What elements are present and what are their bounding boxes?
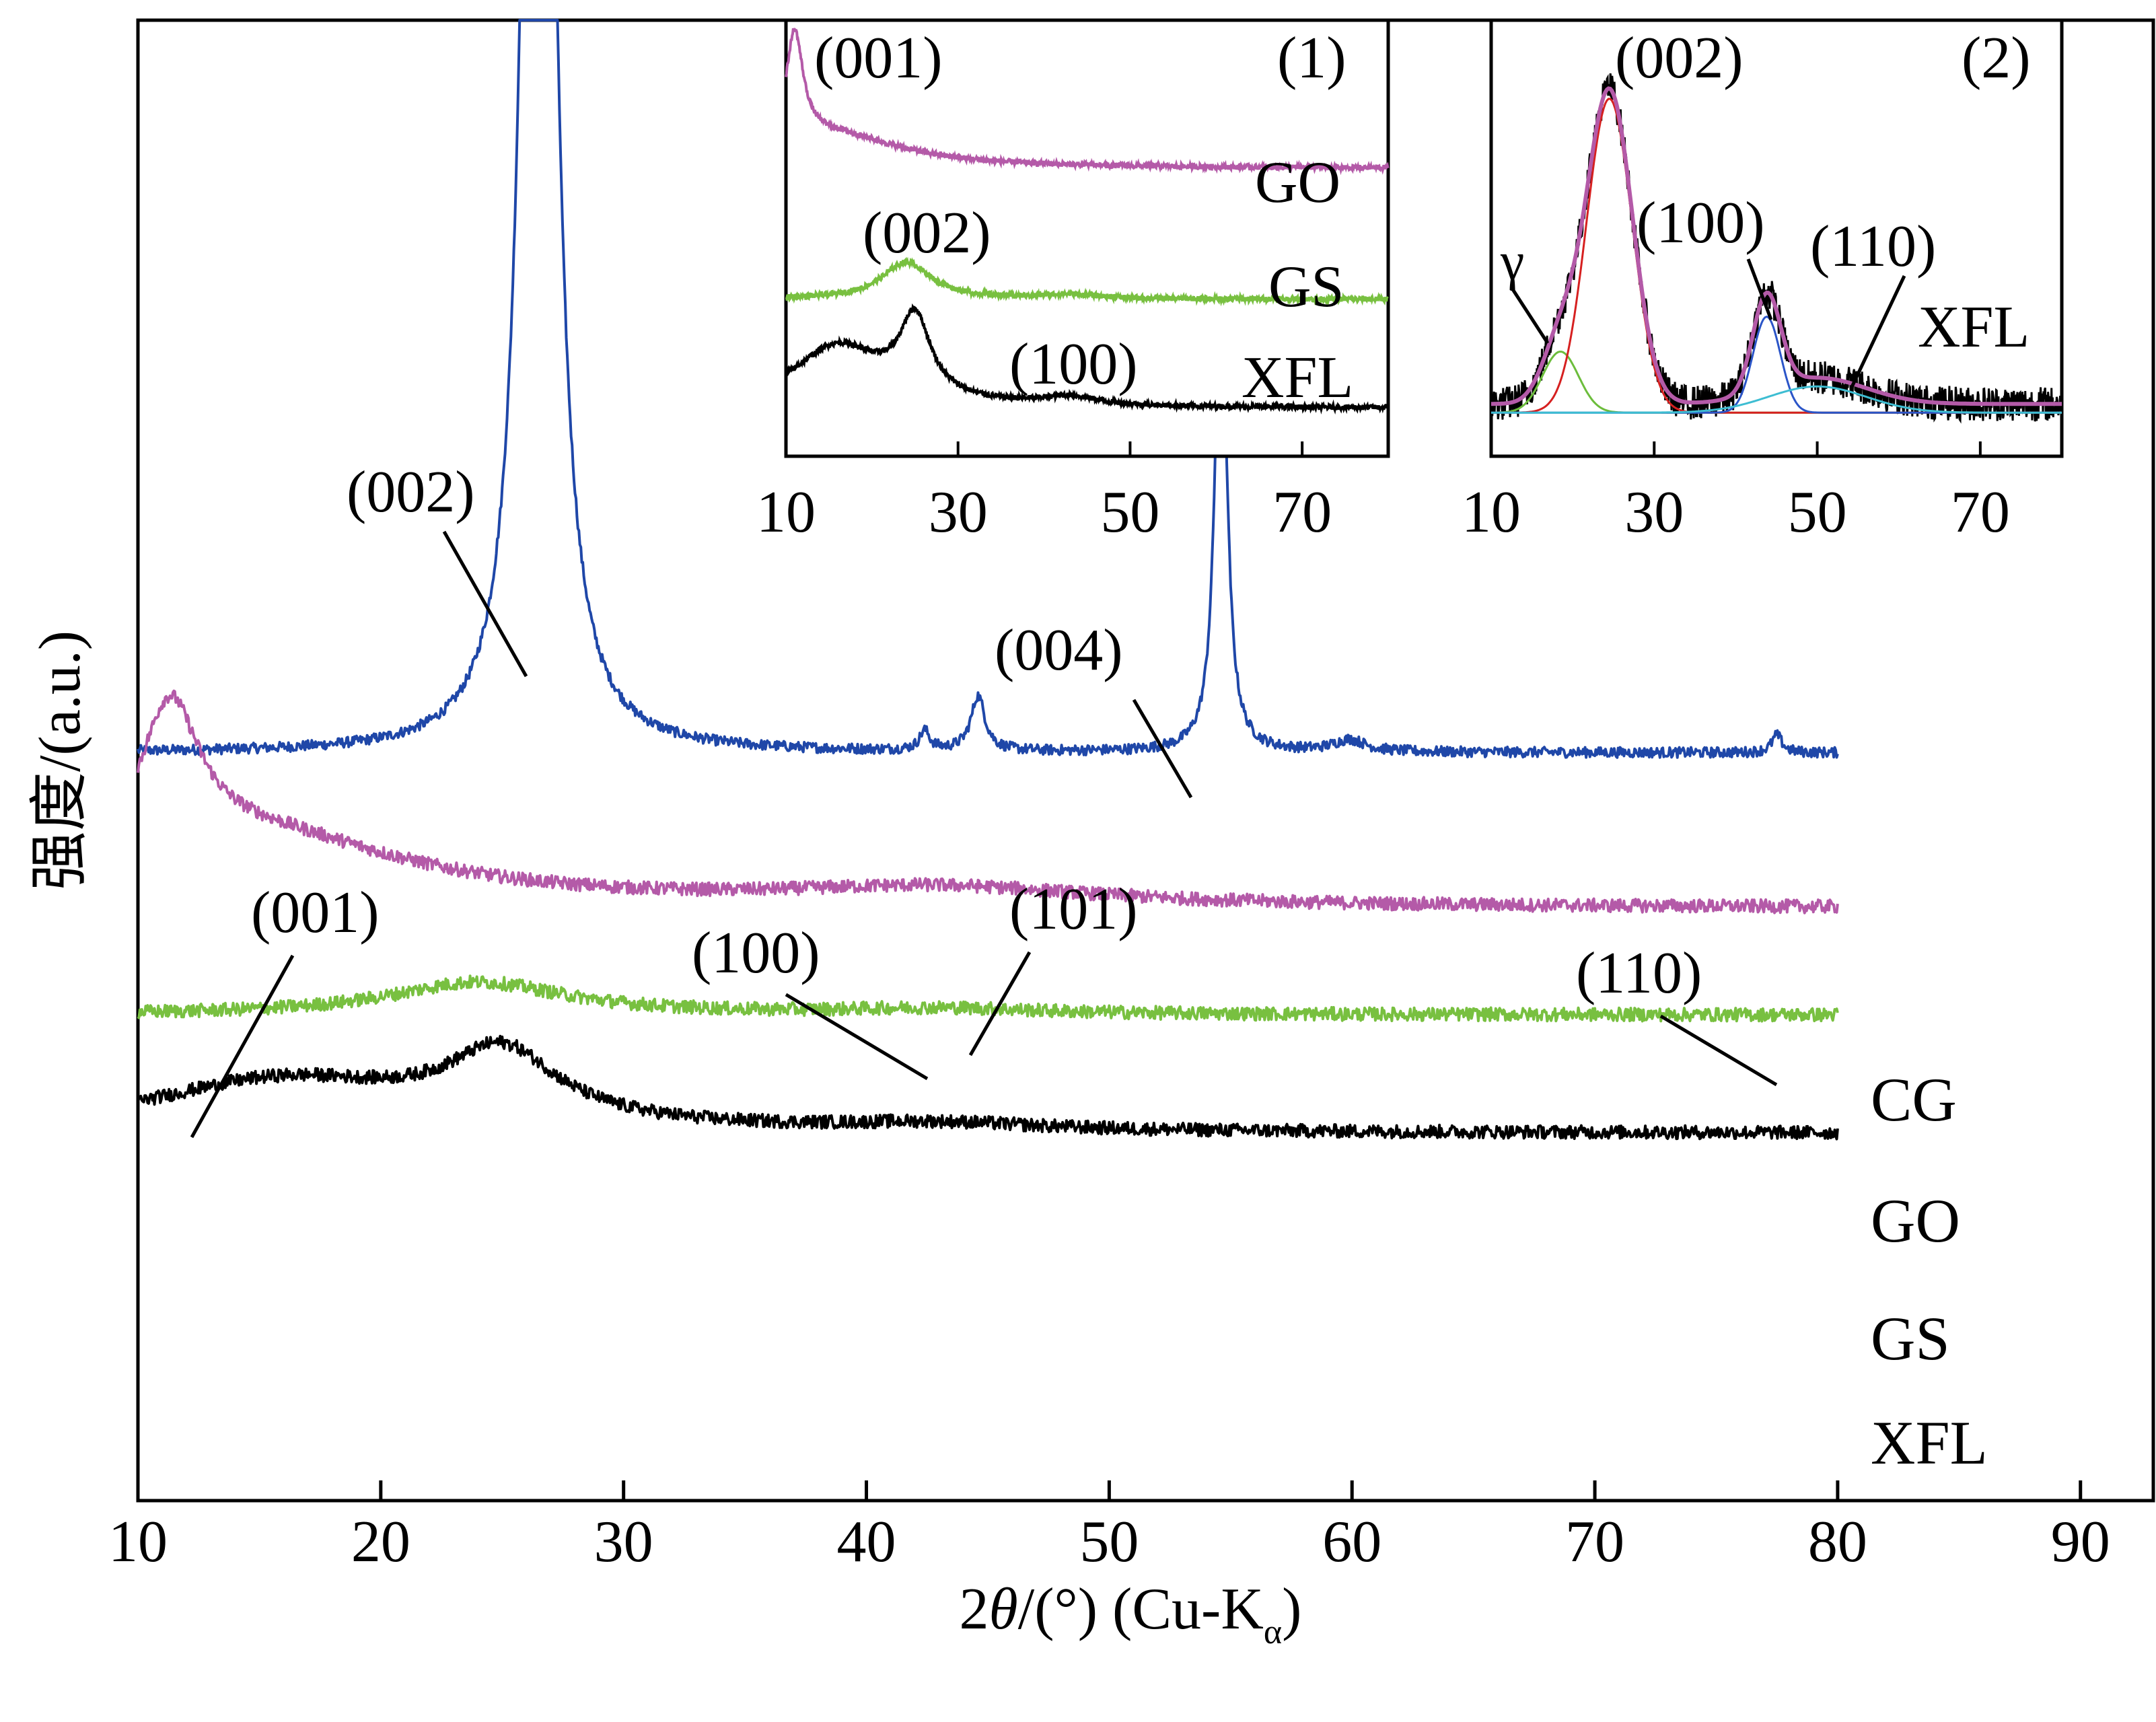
- inset2-x-tick-label: 10: [1462, 480, 1521, 545]
- inset1-annotation-100: (100): [1009, 332, 1138, 397]
- leader-110: [1659, 1014, 1778, 1087]
- inset2-label-xfl: XFL: [1918, 295, 2029, 360]
- main-x-tick-labels: 10 20 30 40 50 60 70 80 90: [108, 1509, 2110, 1575]
- series-line-cg: [137, 19, 1839, 759]
- inset1-x-tick-label: 30: [929, 480, 988, 545]
- series-line-go: [137, 689, 1839, 914]
- inset1-annotation-001: (001): [814, 26, 943, 91]
- inset2-fit-component-3: [1491, 385, 2062, 414]
- main-x-tick-label: 10: [108, 1509, 168, 1575]
- series-label-go: GO: [1871, 1186, 1960, 1255]
- annotation-110: (110): [1576, 941, 1702, 1006]
- inset2-x-tick-label: 30: [1624, 480, 1684, 545]
- y-axis-label: 强度/(a.u.): [28, 631, 93, 890]
- leader-004: [1132, 698, 1193, 799]
- inset1-x-tick-label: 50: [1100, 480, 1159, 545]
- inset1-annotation-002: (002): [863, 201, 991, 266]
- inset1-series-line-gs: [785, 256, 1389, 307]
- main-series-lines: [137, 19, 1839, 1141]
- leader-002: [442, 530, 528, 678]
- inset2-annotation-gamma: γ: [1500, 232, 1524, 291]
- main-x-tick-label: 60: [1322, 1509, 1381, 1575]
- inset2-frame: [1489, 18, 2064, 458]
- inset1-x-tick-label: 70: [1272, 480, 1332, 545]
- inset2-leader-110: [1850, 275, 1906, 388]
- series-line-gs: [137, 974, 1839, 1023]
- main-x-tick-label: 70: [1565, 1509, 1624, 1575]
- inset2-x-tick-labels: 10 30 50 70: [1462, 480, 2010, 545]
- inset1-x-ticks: [785, 441, 1304, 456]
- main-x-tick-label: 40: [837, 1509, 896, 1575]
- inset1-series-lines: [785, 27, 1390, 415]
- inset2-leader-100: [1746, 258, 1773, 320]
- inset1-tag: (1): [1277, 26, 1346, 91]
- annotation-101: (101): [1009, 877, 1138, 942]
- inset1-x-tick-label: 10: [756, 480, 816, 545]
- main-x-tick-label: 30: [594, 1509, 653, 1575]
- series-label-cg: CG: [1871, 1065, 1957, 1134]
- annotation-002: (002): [347, 460, 475, 525]
- series-label-gs: GS: [1871, 1304, 1950, 1373]
- annotation-004: (004): [995, 618, 1123, 683]
- inset2-annotation-002: (002): [1615, 26, 1744, 91]
- inset1-label-gs: GS: [1268, 254, 1344, 320]
- main-x-tick-label: 20: [351, 1509, 410, 1575]
- series-label-xfl: XFL: [1871, 1408, 1988, 1477]
- annotation-100: (100): [692, 921, 820, 986]
- inset1-label-go: GO: [1255, 150, 1340, 215]
- annotation-001: (001): [251, 880, 380, 945]
- inset2-total-fit-line: [1491, 86, 2062, 406]
- inset2-series-lines: [1490, 73, 2063, 424]
- series-line-xfl: [137, 1034, 1839, 1141]
- inset1-label-xfl: XFL: [1242, 345, 1353, 410]
- leader-100: [785, 993, 929, 1081]
- inset1-frame: [784, 18, 1390, 458]
- leader-001: [190, 954, 295, 1139]
- main-x-ticks: [136, 1480, 2083, 1501]
- inset1-series-line-go: [785, 27, 1390, 176]
- x-axis-label: 2θ/(°) (Cu-Kα): [960, 1577, 1302, 1651]
- leader-101: [968, 951, 1032, 1056]
- main-x-tick-label: 50: [1079, 1509, 1139, 1575]
- inset2-leader-gamma: [1511, 288, 1550, 345]
- main-x-tick-label: 80: [1808, 1509, 1867, 1575]
- inset1-x-tick-labels: 10 30 50 70: [756, 480, 1332, 545]
- inset2-tag: (2): [1962, 26, 2031, 91]
- main-x-tick-label: 90: [2051, 1509, 2110, 1575]
- inset2-annotation-110: (110): [1810, 214, 1936, 279]
- inset2-x-tick-label: 50: [1788, 480, 1847, 545]
- inset2-x-ticks: [1490, 441, 1982, 456]
- inset2-annotation-100: (100): [1637, 190, 1765, 256]
- inset1-series-line-xfl: [785, 303, 1390, 415]
- inset2-x-tick-label: 70: [1951, 480, 2010, 545]
